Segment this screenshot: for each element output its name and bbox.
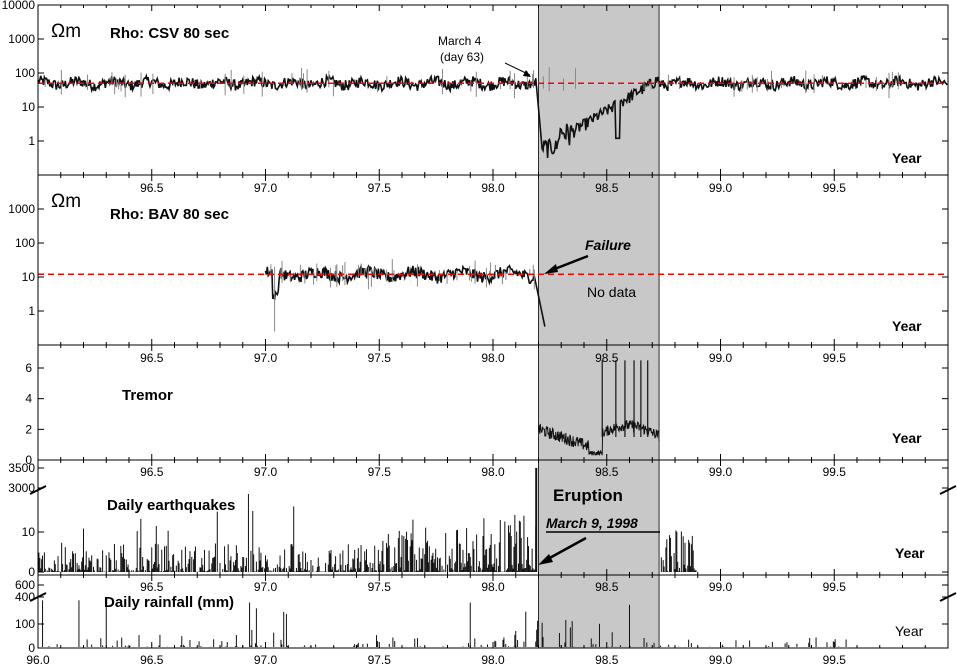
y-tick-label: 1: [28, 134, 35, 148]
y-tick-label: 100: [15, 66, 35, 80]
eruption-arrowhead: [538, 554, 553, 565]
x-tick-label: 98.0: [481, 181, 505, 195]
x-tick-label: 99.5: [823, 351, 847, 365]
y-tick-label: 0: [28, 641, 35, 655]
csv-year-label: Year: [892, 150, 922, 166]
x-tick-label: 98.0: [481, 351, 505, 365]
y-tick-label: 2: [25, 422, 32, 436]
y-tick-label: 0: [25, 453, 32, 467]
x-tick-label: 96.5: [140, 580, 164, 594]
eq-year-label: Year: [895, 545, 925, 561]
axis-break-mark: [939, 592, 957, 602]
y-tick-label: 0: [28, 565, 35, 579]
eruption-date-label: March 9, 1998: [546, 515, 638, 531]
x-tick-label: 97.0: [254, 580, 278, 594]
csv-march4-annotation-line2: (day 63): [440, 50, 484, 64]
y-tick-label: 10: [22, 100, 36, 114]
y-tick-label: 3000: [8, 481, 35, 495]
y-tick-label: 4: [25, 392, 32, 406]
y-tick-label: 10000: [2, 0, 36, 12]
x-tick-label: 97.0: [254, 653, 278, 667]
y-tick-label: 1000: [8, 32, 35, 46]
csv-march4-arrowhead: [522, 70, 531, 77]
reference-lines-layer: [38, 62, 948, 565]
x-tick-label: 97.0: [254, 351, 278, 365]
data-series-layer: [37, 67, 948, 647]
x-tick-label: 99.5: [823, 580, 847, 594]
x-tick-label: 96.0: [26, 653, 50, 667]
x-tick-label: 97.5: [368, 465, 392, 479]
y-tick-label: 1000: [8, 202, 35, 216]
x-tick-label: 99.0: [709, 653, 733, 667]
bav-resistivity-series: [264, 263, 546, 327]
bav-unit-label: Ωm: [51, 191, 81, 212]
x-tick-label: 98.5: [595, 580, 619, 594]
rain-panel-title: Daily rainfall (mm): [104, 594, 234, 611]
bav-nodata-annotation: No data: [587, 284, 636, 300]
bav-year-label: Year: [892, 318, 922, 334]
x-tick-label: 99.0: [709, 351, 733, 365]
eruption-arrow: [545, 536, 587, 562]
y-tick-label: 10: [22, 525, 36, 539]
x-tick-label: 99.0: [709, 465, 733, 479]
panel-frame-bav: [37, 174, 949, 346]
x-tick-label: 96.5: [140, 351, 164, 365]
x-tick-label: 96.5: [140, 465, 164, 479]
x-tick-label: 98.0: [481, 465, 505, 479]
x-tick-label: 99.5: [823, 465, 847, 479]
eruption-period-shading: [538, 4, 660, 649]
x-tick-label: 99.0: [709, 580, 733, 594]
bav-panel-title: Rho: BAV 80 sec: [110, 206, 229, 223]
x-tick-label: 97.0: [254, 181, 278, 195]
y-tick-label: 400: [15, 590, 35, 604]
eruption-label: Eruption: [553, 486, 623, 505]
tremor-series: [538, 419, 660, 457]
x-tick-label: 98.5: [595, 181, 619, 195]
tremor-panel-title: Tremor: [122, 387, 173, 404]
x-tick-label: 97.5: [368, 351, 392, 365]
axis-break-mark: [939, 485, 957, 495]
x-tick-label: 98.5: [595, 465, 619, 479]
bav-failure-arrowhead: [544, 264, 558, 274]
rain-year-label: Year: [895, 623, 924, 639]
csv-panel-title: Rho: CSV 80 sec: [110, 25, 229, 42]
y-tick-label: 10: [22, 270, 36, 284]
x-tick-label: 97.5: [368, 580, 392, 594]
x-tick-label: 99.5: [823, 181, 847, 195]
x-tick-label: 97.5: [368, 181, 392, 195]
x-tick-label: 97.0: [254, 465, 278, 479]
x-tick-label: 97.5: [368, 653, 392, 667]
x-tick-label: 98.5: [595, 653, 619, 667]
axis-break-mark: [29, 485, 47, 495]
bav-failure-arrow: [551, 254, 589, 272]
csv-march4-annotation-line1: March 4: [438, 34, 482, 48]
tremor-year-label: Year: [892, 430, 922, 446]
x-tick-label: 99.5: [823, 653, 847, 667]
x-tick-label: 98.0: [481, 653, 505, 667]
shaded-eruption-period-layer: [538, 4, 660, 649]
csv-resistivity-series: [37, 73, 948, 159]
x-tick-label: 98.5: [595, 351, 619, 365]
csv-unit-label: Ωm: [51, 21, 81, 42]
y-tick-label: 600: [15, 578, 35, 592]
axis-break-mark: [29, 592, 47, 602]
x-tick-label: 96.5: [140, 181, 164, 195]
y-tick-label: 100: [15, 617, 35, 631]
bav-failure-annotation: Failure: [585, 237, 631, 253]
y-tick-label: 6: [25, 361, 32, 375]
x-tick-label: 98.0: [481, 580, 505, 594]
y-tick-label: 3500: [8, 461, 35, 475]
y-tick-label: 100: [15, 236, 35, 250]
x-tick-label: 96.5: [140, 653, 164, 667]
eq-panel-title: Daily earthquakes: [107, 497, 235, 514]
x-tick-label: 99.0: [709, 181, 733, 195]
y-tick-label: 1: [28, 304, 35, 318]
